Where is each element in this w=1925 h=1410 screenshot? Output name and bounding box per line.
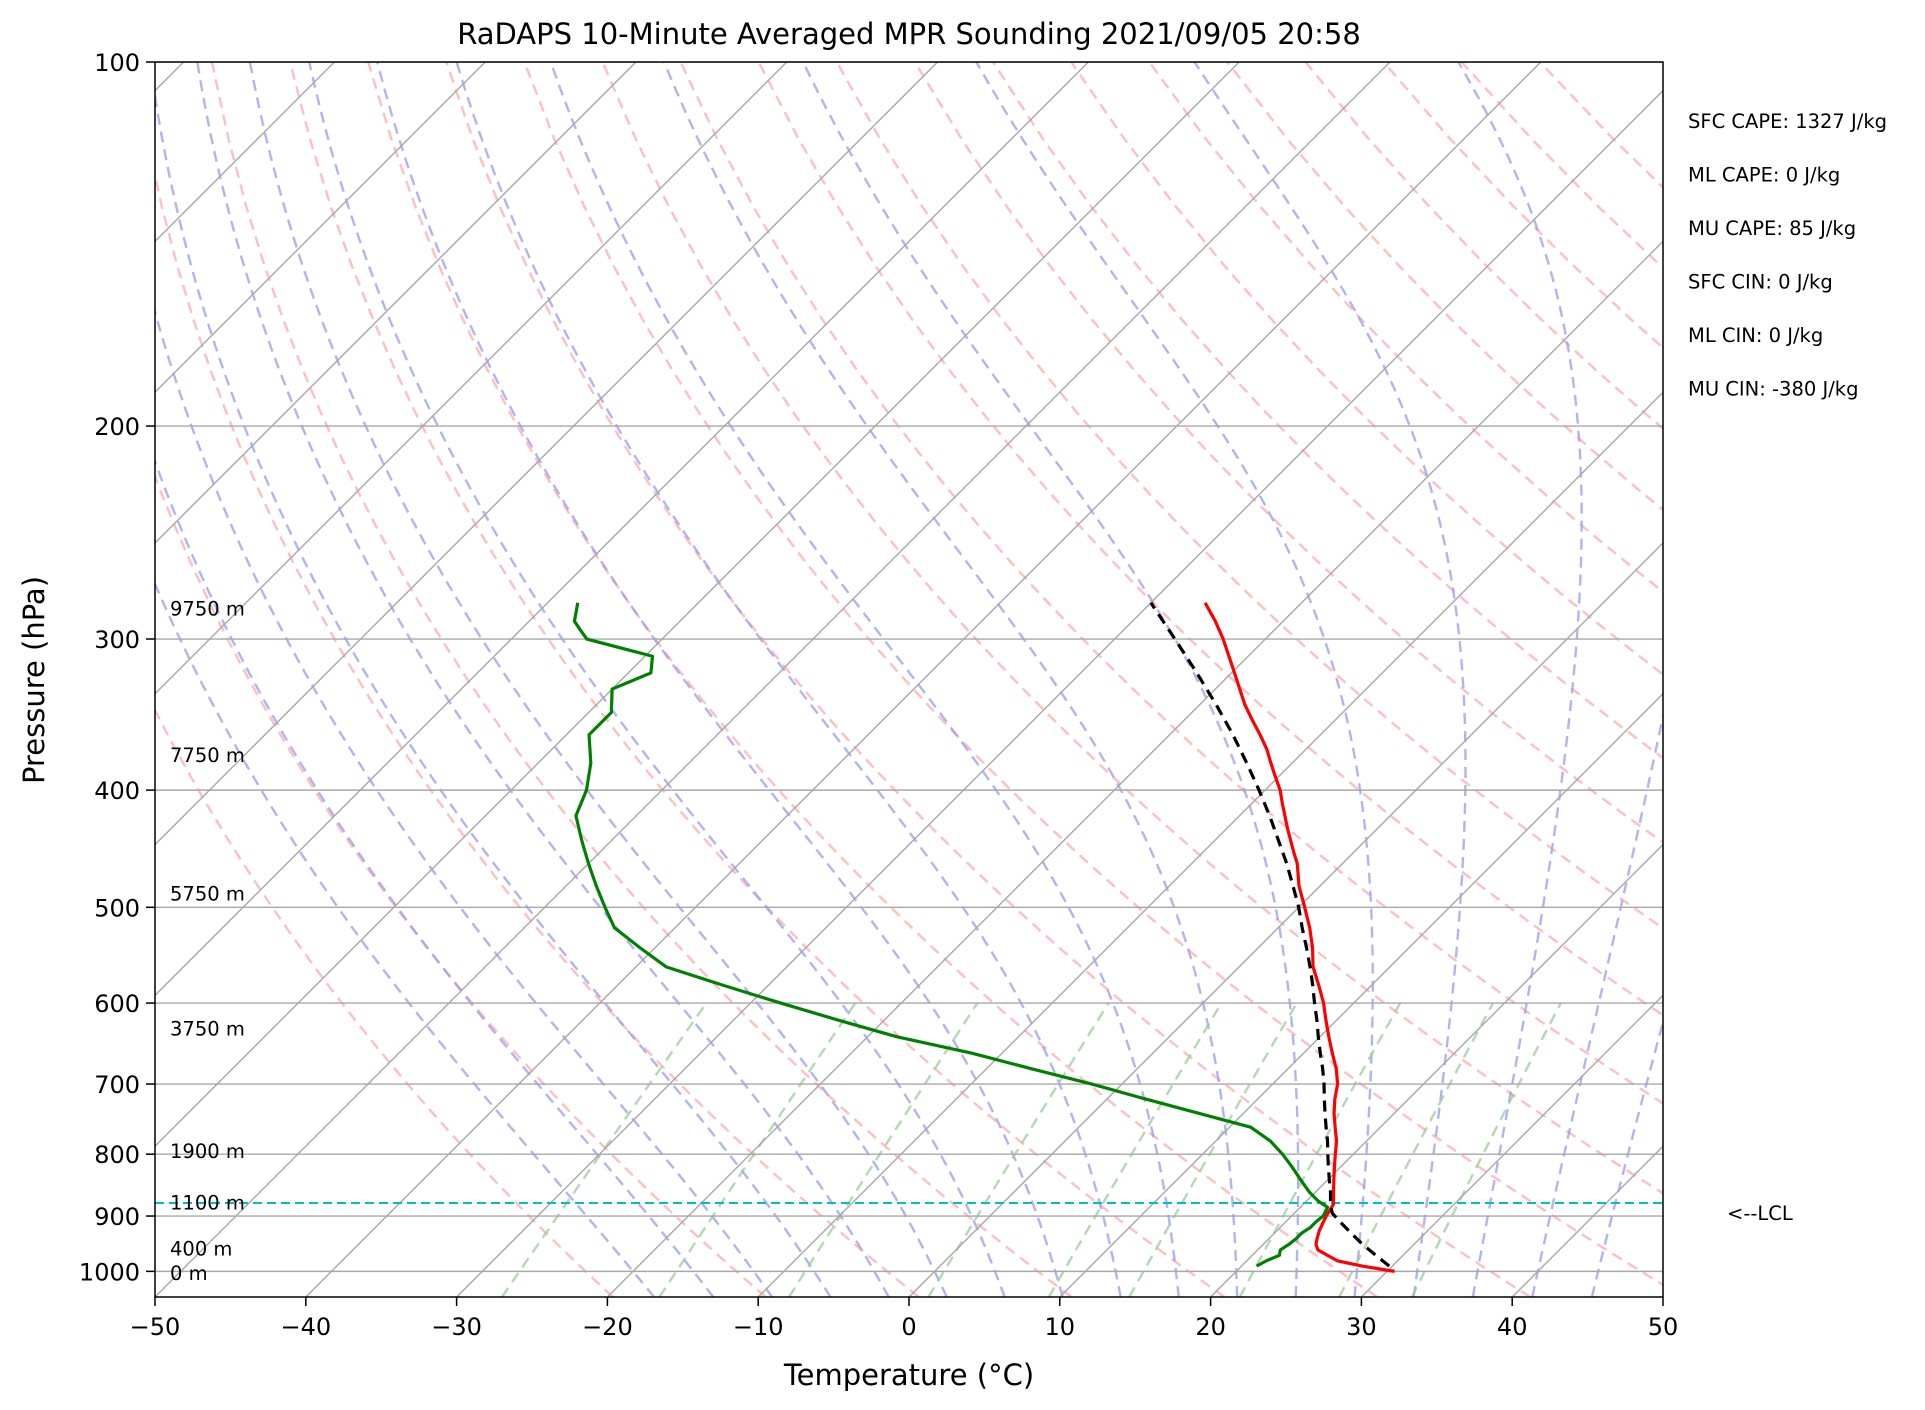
moist-adiabat — [549, 62, 1180, 1297]
y-tick-label: 100 — [94, 49, 140, 77]
mixing-ratio-line — [927, 1002, 1110, 1297]
dry-adiabat — [367, 62, 1379, 1297]
y-tick-label: 600 — [94, 990, 140, 1018]
y-tick-label: 300 — [94, 626, 140, 654]
isotherm — [155, 62, 788, 695]
isotherm — [456, 89, 1663, 1297]
height-label: 1900 m — [170, 1140, 245, 1163]
moist-adiabat — [455, 62, 1122, 1297]
mixing-ratio-line — [1128, 1002, 1298, 1297]
isotherm — [1360, 994, 1663, 1297]
moist-adiabat — [376, 62, 1064, 1297]
x-tick-label: −50 — [130, 1313, 181, 1341]
parcel-profile — [1149, 601, 1391, 1268]
x-tick-label: −20 — [582, 1313, 633, 1341]
height-label: 1100 m — [170, 1191, 245, 1214]
moist-adiabat — [662, 62, 1239, 1297]
x-tick-label: −10 — [733, 1313, 784, 1341]
height-label: 3750 m — [170, 1018, 245, 1041]
moist-adiabat — [155, 458, 715, 1297]
x-tick-label: −30 — [431, 1313, 482, 1341]
moist-adiabat — [155, 580, 656, 1297]
isotherm — [155, 62, 1391, 1297]
dry-adiabat — [913, 62, 1663, 844]
isotherm — [155, 62, 637, 544]
dry-adiabat — [155, 169, 920, 1297]
x-tick-label: 0 — [901, 1313, 916, 1341]
moist-adiabat — [1193, 62, 1467, 1297]
lcl-label: <--LCL — [1727, 1202, 1793, 1225]
x-tick-label: 10 — [1045, 1313, 1076, 1341]
dry-adiabat — [1070, 62, 1663, 676]
x-tick-label: −40 — [280, 1313, 331, 1341]
moist-adiabat — [801, 62, 1300, 1297]
moist-adiabat — [1457, 62, 1583, 1297]
x-axis-label: Temperature (°C) — [783, 1358, 1034, 1392]
moist-adiabat — [196, 62, 890, 1297]
mixing-ratio-line — [1047, 1002, 1223, 1297]
cape-cin-annotation: ML CAPE: 0 J/kg — [1688, 164, 1840, 187]
y-tick-label: 900 — [94, 1203, 140, 1231]
mixing-ratio-line — [658, 1002, 857, 1297]
x-tick-label: 40 — [1497, 1313, 1528, 1341]
x-tick-label: 20 — [1195, 1313, 1226, 1341]
mixing-ratio-line — [1238, 1002, 1402, 1297]
y-tick-label: 1000 — [79, 1258, 140, 1286]
x-tick-label: 50 — [1648, 1313, 1679, 1341]
y-tick-label: 200 — [94, 413, 140, 441]
isotherm — [155, 62, 1089, 997]
height-label: 9750 m — [170, 597, 245, 620]
mixing-ratio-line — [1410, 1002, 1562, 1297]
moist-adiabat — [975, 62, 1374, 1297]
height-label: 7750 m — [170, 744, 245, 767]
height-label: 0 m — [170, 1262, 208, 1285]
isotherm — [606, 240, 1663, 1297]
mixing-ratio-line — [1338, 1002, 1495, 1297]
x-tick-label: 30 — [1346, 1313, 1377, 1341]
dry-adiabat — [155, 473, 767, 1297]
isotherm — [155, 62, 939, 846]
temperature-profile — [1203, 602, 1395, 1273]
cape-cin-annotation: MU CAPE: 85 J/kg — [1688, 217, 1856, 240]
cape-cin-annotation: ML CIN: 0 J/kg — [1688, 324, 1823, 347]
isotherm — [305, 62, 1542, 1297]
moist-adiabat — [155, 307, 774, 1297]
dry-adiabat — [288, 62, 1226, 1297]
dry-adiabat — [757, 62, 1663, 1017]
isotherm — [1059, 692, 1663, 1297]
dry-adiabat — [1148, 62, 1663, 594]
y-tick-label: 800 — [94, 1141, 140, 1169]
y-tick-label: 400 — [94, 777, 140, 805]
isotherm — [155, 62, 486, 394]
dry-adiabat — [679, 62, 1663, 1105]
height-label: 400 m — [170, 1237, 232, 1260]
dewpoint-profile — [572, 602, 1330, 1268]
mixing-ratio-line — [788, 1002, 979, 1297]
isotherm — [155, 62, 1240, 1148]
y-axis-label: Pressure (hPa) — [17, 576, 51, 784]
moist-adiabat — [248, 62, 948, 1297]
chart-title: RaDAPS 10-Minute Averaged MPR Sounding 2… — [457, 17, 1361, 51]
dry-adiabat — [601, 62, 1663, 1195]
moist-adiabat — [155, 88, 832, 1297]
height-label: 5750 m — [170, 882, 245, 905]
moist-adiabat — [308, 62, 1006, 1297]
mixing-ratio-line — [500, 1002, 708, 1297]
isotherm — [1210, 843, 1663, 1297]
y-tick-label: 500 — [94, 894, 140, 922]
cape-cin-annotation: SFC CAPE: 1327 J/kg — [1688, 110, 1887, 133]
moist-adiabat — [1531, 710, 1663, 1297]
dry-adiabat — [523, 62, 1663, 1287]
cape-cin-annotation: MU CIN: -380 J/kg — [1688, 378, 1858, 401]
isotherm — [757, 391, 1663, 1297]
cape-cin-annotation: SFC CIN: 0 J/kg — [1688, 271, 1833, 294]
y-tick-label: 700 — [94, 1071, 140, 1099]
